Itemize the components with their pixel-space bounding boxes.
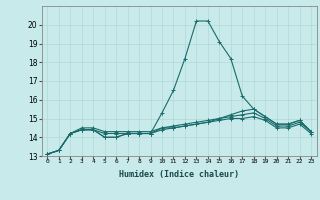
X-axis label: Humidex (Indice chaleur): Humidex (Indice chaleur): [119, 170, 239, 179]
